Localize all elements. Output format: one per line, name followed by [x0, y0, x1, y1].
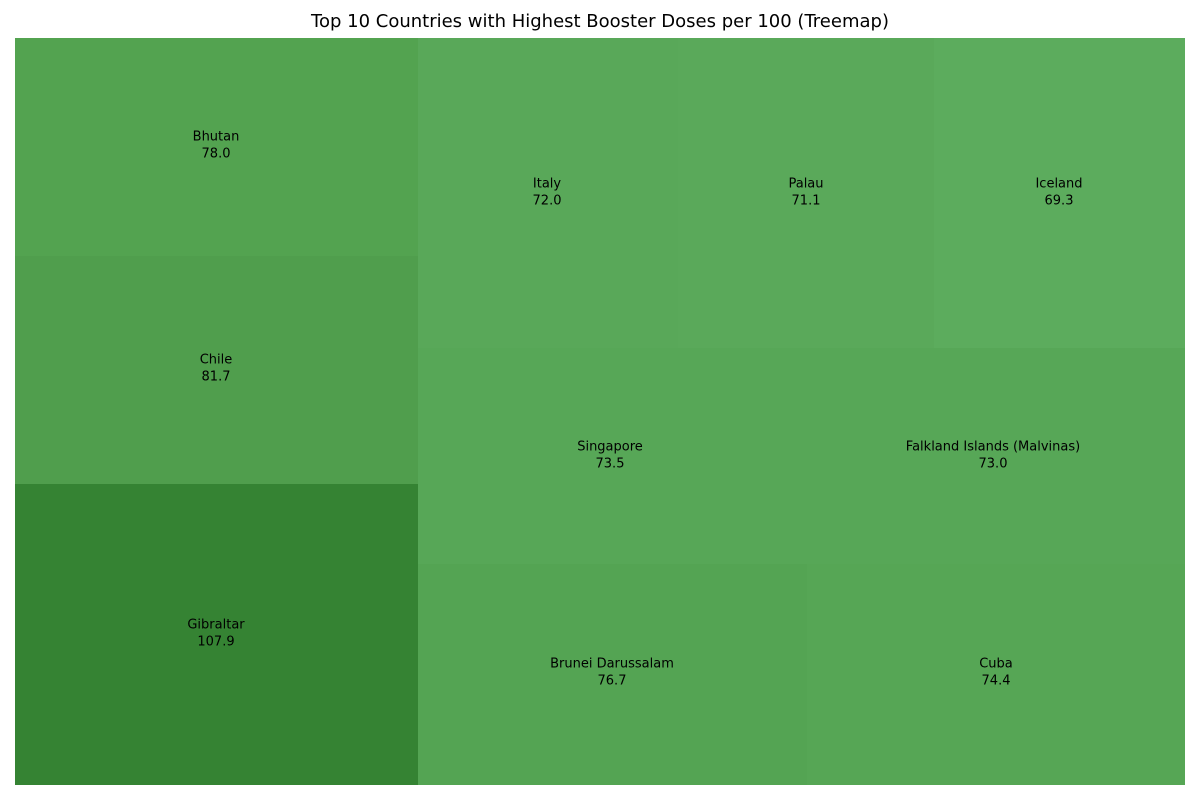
tile-name: Iceland [1035, 176, 1083, 192]
tile-label-iceland: Iceland 69.3 [1035, 177, 1082, 210]
treemap-tile-chile [15, 256, 418, 484]
treemap-tile-iceland [934, 38, 1185, 348]
treemap-tile-gibraltar [15, 484, 418, 785]
tile-name: Singapore [577, 439, 643, 455]
tile-name: Palau [788, 176, 824, 192]
tile-name: Chile [199, 352, 233, 368]
chart-title: Top 10 Countries with Highest Booster Do… [311, 11, 889, 32]
treemap-tile-singapore [418, 348, 802, 564]
tile-value: 81.7 [201, 369, 231, 384]
treemap-tile-cuba [807, 564, 1185, 785]
treemap-tile-palau [678, 38, 934, 348]
tile-label-singapore: Singapore 73.5 [577, 440, 643, 473]
tile-label-chile: Chile 81.7 [200, 353, 233, 386]
treemap-tile-brunei-darussalam [418, 564, 807, 785]
treemap-tile-falkland-islands [802, 348, 1185, 564]
tile-label-palau: Palau 71.1 [788, 177, 823, 210]
tile-label-italy: Italy 72.0 [533, 177, 562, 210]
tile-value: 69.3 [1044, 193, 1074, 208]
tile-name: Gibraltar [187, 617, 245, 633]
tile-value: 76.7 [597, 673, 627, 688]
tile-name: Cuba [979, 656, 1013, 672]
tile-name: Bhutan [192, 129, 240, 145]
tile-value: 78.0 [201, 146, 231, 161]
tile-value: 107.9 [197, 634, 235, 649]
tile-value: 72.0 [532, 193, 562, 208]
tile-value: 71.1 [791, 193, 821, 208]
treemap-tile-bhutan [15, 38, 418, 256]
treemap-plot-area: Gibraltar 107.9 Chile 81.7 Bhutan 78.0 B… [15, 38, 1185, 785]
tile-value: 73.5 [595, 456, 625, 471]
tile-label-brunei-darussalam: Brunei Darussalam 76.7 [550, 657, 674, 690]
tile-label-falkland-islands: Falkland Islands (Malvinas) 73.0 [906, 440, 1080, 473]
tile-label-cuba: Cuba 74.4 [979, 657, 1013, 690]
tile-name: Brunei Darussalam [550, 656, 674, 672]
tile-value: 74.4 [981, 673, 1011, 688]
tile-label-gibraltar: Gibraltar 107.9 [187, 618, 244, 651]
tile-label-bhutan: Bhutan 78.0 [193, 130, 240, 163]
tile-value: 73.0 [978, 456, 1008, 471]
tile-name: Falkland Islands (Malvinas) [905, 439, 1081, 455]
treemap-tile-italy [418, 38, 678, 348]
tile-name: Italy [532, 176, 562, 192]
